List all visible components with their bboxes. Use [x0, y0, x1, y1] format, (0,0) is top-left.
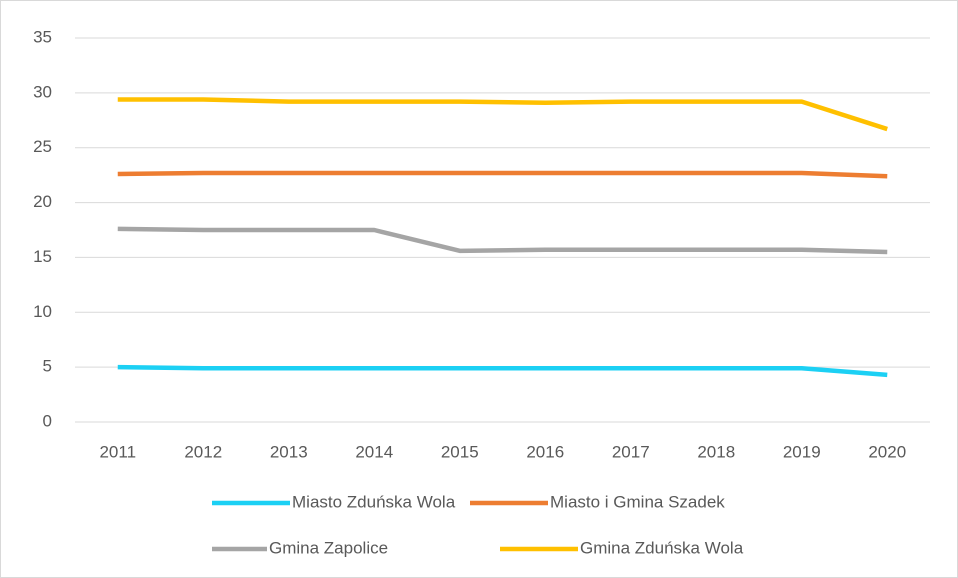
y-tick-label: 5	[43, 357, 52, 376]
x-tick-label: 2019	[783, 442, 821, 461]
y-tick-label: 15	[33, 247, 52, 266]
x-tick-label: 2018	[697, 442, 735, 461]
x-tick-label: 2015	[441, 442, 479, 461]
x-tick-label: 2012	[184, 442, 222, 461]
legend-label: Gmina Zduńska Wola	[580, 538, 744, 557]
x-tick-label: 2011	[99, 442, 136, 461]
y-tick-label: 25	[33, 137, 52, 156]
x-tick-label: 2014	[355, 442, 393, 461]
series-line	[117, 364, 888, 378]
x-tick-label: 2020	[868, 442, 906, 461]
series-line	[117, 226, 888, 255]
legend-label: Miasto Zduńska Wola	[292, 492, 456, 511]
x-tick-label: 2016	[526, 442, 564, 461]
y-tick-label: 10	[33, 302, 52, 321]
x-tick-label: 2013	[270, 442, 308, 461]
y-tick-label: 35	[33, 27, 52, 46]
y-tick-label: 0	[43, 411, 52, 430]
y-tick-label: 30	[33, 82, 52, 101]
legend-label: Gmina Zapolice	[269, 538, 388, 557]
x-tick-label: 2017	[612, 442, 650, 461]
series-line	[117, 97, 888, 132]
y-tick-label: 20	[33, 192, 52, 211]
series-line	[117, 170, 888, 179]
legend-label: Miasto i Gmina Szadek	[550, 492, 725, 511]
